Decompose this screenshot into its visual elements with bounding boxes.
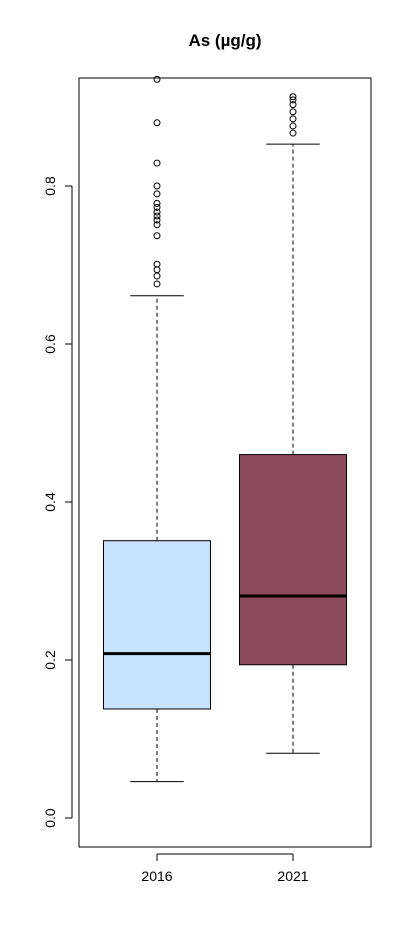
outlier xyxy=(153,221,161,229)
outlier xyxy=(153,182,161,190)
y-tick-label: 0.6 xyxy=(42,334,58,354)
box xyxy=(103,540,211,710)
outlier xyxy=(289,115,297,123)
outlier xyxy=(289,122,297,130)
outlier xyxy=(289,101,297,109)
outlier xyxy=(153,203,161,211)
outlier xyxy=(289,108,297,116)
x-tick-label: 2021 xyxy=(277,868,308,884)
outlier xyxy=(153,272,161,280)
outlier xyxy=(153,208,161,216)
outlier xyxy=(153,199,161,207)
outlier xyxy=(153,212,161,220)
y-tick-label: 0.2 xyxy=(42,650,58,670)
box xyxy=(239,454,347,666)
outlier xyxy=(153,216,161,224)
outlier xyxy=(153,75,161,83)
outlier xyxy=(153,280,161,288)
plot-frame xyxy=(78,77,372,848)
y-tick-label: 0.8 xyxy=(42,176,58,196)
y-tick-label: 0.0 xyxy=(42,808,58,828)
x-tick-label: 2016 xyxy=(141,868,172,884)
outlier xyxy=(289,93,297,101)
outlier xyxy=(153,159,161,167)
outlier xyxy=(153,119,161,127)
outlier xyxy=(289,96,297,104)
chart-title: As (µg/g) xyxy=(188,31,261,50)
y-tick-label: 0.4 xyxy=(42,492,58,512)
outlier xyxy=(289,129,297,137)
outlier xyxy=(153,232,161,240)
outlier xyxy=(153,190,161,198)
